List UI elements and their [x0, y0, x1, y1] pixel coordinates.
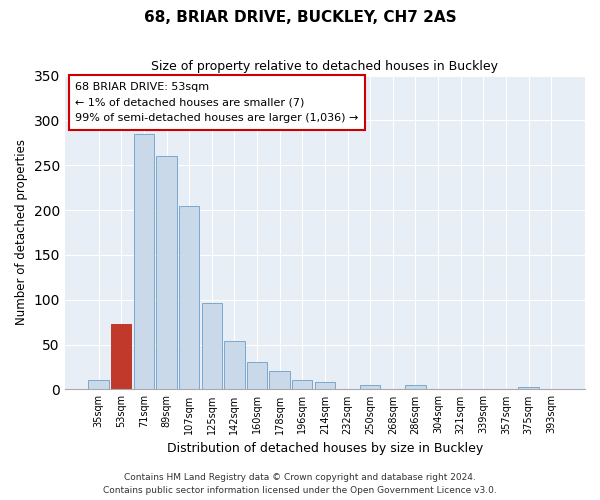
Bar	[518, 386, 539, 390]
Bar	[224, 341, 245, 390]
Bar	[247, 362, 267, 390]
Bar	[360, 385, 380, 390]
Bar	[179, 206, 199, 390]
Bar	[292, 380, 313, 390]
Bar	[88, 380, 109, 390]
Y-axis label: Number of detached properties: Number of detached properties	[15, 140, 28, 326]
Bar	[134, 134, 154, 390]
Text: 68 BRIAR DRIVE: 53sqm
← 1% of detached houses are smaller (7)
99% of semi-detach: 68 BRIAR DRIVE: 53sqm ← 1% of detached h…	[75, 82, 359, 123]
X-axis label: Distribution of detached houses by size in Buckley: Distribution of detached houses by size …	[167, 442, 483, 455]
Bar	[405, 385, 425, 390]
Bar	[202, 304, 222, 390]
Title: Size of property relative to detached houses in Buckley: Size of property relative to detached ho…	[151, 60, 499, 73]
Bar	[315, 382, 335, 390]
Bar	[111, 324, 131, 390]
Bar	[269, 370, 290, 390]
Text: 68, BRIAR DRIVE, BUCKLEY, CH7 2AS: 68, BRIAR DRIVE, BUCKLEY, CH7 2AS	[143, 10, 457, 25]
Text: Contains HM Land Registry data © Crown copyright and database right 2024.
Contai: Contains HM Land Registry data © Crown c…	[103, 474, 497, 495]
Bar	[157, 156, 176, 390]
